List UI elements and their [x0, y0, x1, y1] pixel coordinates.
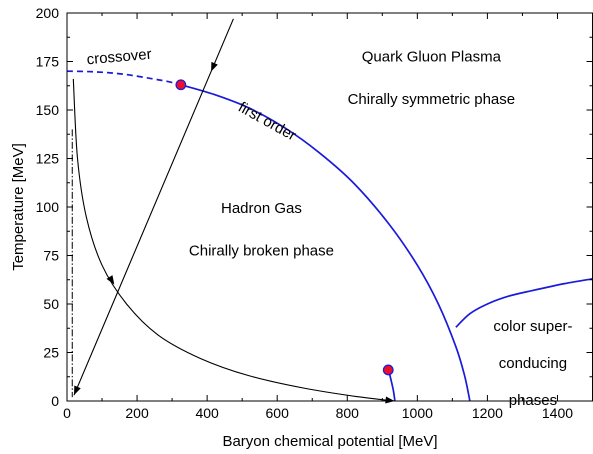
y-axis-title: Temperature [MeV] — [10, 143, 27, 271]
x-tick-label: 200 — [125, 405, 149, 421]
annotation-phases: phases — [509, 392, 557, 409]
trajectory-0-end-arrow — [74, 385, 81, 396]
x-tick-label: 1400 — [542, 405, 573, 421]
trajectory-1 — [72, 78, 395, 401]
annotation-conducing: conducing — [499, 355, 567, 372]
trajectory-0 — [73, 18, 234, 396]
y-tick-label: 100 — [36, 199, 60, 215]
annotation-first-order: first order — [235, 99, 299, 145]
plot-frame — [66, 12, 593, 402]
phase-line-boundary-2 — [455, 277, 593, 328]
y-tick-label: 0 — [51, 393, 59, 409]
axes-layer: 0 200 400 600 800 1000 1200 1400 0 25 50 75 100 125 15… — [36, 5, 593, 421]
x-tick-label: 1200 — [472, 405, 503, 421]
x-tick-label: 400 — [195, 405, 219, 421]
x-tick-label: 600 — [266, 405, 290, 421]
y-tick-label: 175 — [36, 54, 60, 70]
trajectory-1-end-arrow — [385, 396, 395, 404]
critical-point-0 — [175, 79, 187, 91]
annotation-chirally-broken-phase: Chirally broken phase — [189, 243, 334, 260]
y-tick-label: 50 — [43, 296, 59, 312]
x-axis-title: Baryon chemical potential [MeV] — [222, 433, 437, 450]
phase-line-boundary-3 — [387, 369, 396, 401]
markers-layer — [74, 61, 395, 404]
y-tick-label: 150 — [36, 102, 60, 118]
y-tick-label: 200 — [36, 5, 60, 21]
annotation-quark-gluon-plasma: Quark Gluon Plasma — [362, 49, 502, 66]
annotation-crossover: crossover — [86, 46, 152, 69]
x-tick-label: 1000 — [402, 405, 433, 421]
annotation-hadron-gas: Hadron Gas — [221, 200, 302, 217]
y-tick-label: 25 — [43, 345, 59, 361]
annotation-chirally-symmetric-phase: Chirally symmetric phase — [348, 91, 516, 108]
trajectory-1-mid-arrow — [106, 275, 115, 285]
x-tick-label: 0 — [63, 405, 71, 421]
annotation-color-super: color super- — [493, 318, 572, 335]
y-tick-label: 125 — [36, 151, 60, 167]
annotations-layer: crossover first order Quark Gluon Plasma Ch… — [86, 46, 573, 409]
x-tick-label: 800 — [336, 405, 360, 421]
y-tick-label: 75 — [43, 248, 59, 264]
phase-line-first-order — [180, 83, 471, 401]
critical-point-1 — [382, 364, 394, 376]
plot-area — [67, 18, 593, 401]
trajectory-0-mid-arrow — [211, 61, 218, 72]
phase-line-crossover — [67, 70, 182, 86]
